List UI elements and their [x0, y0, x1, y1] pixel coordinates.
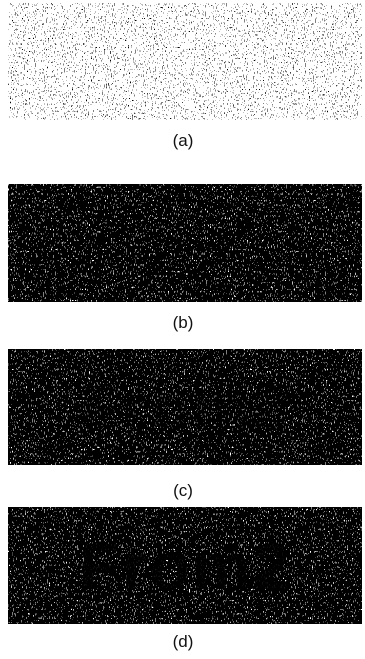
noise-panel-d [8, 507, 362, 624]
caption: (d) [173, 632, 194, 651]
hidden-text: From2 [79, 529, 291, 603]
caption: (a) [173, 131, 194, 150]
hidden-text: From2 [79, 370, 291, 444]
noise-panel-b [8, 184, 362, 302]
noise-panel-c [8, 349, 362, 465]
caption: (b) [173, 313, 194, 332]
caption: (c) [173, 481, 193, 500]
noise-panel-a [8, 3, 362, 120]
